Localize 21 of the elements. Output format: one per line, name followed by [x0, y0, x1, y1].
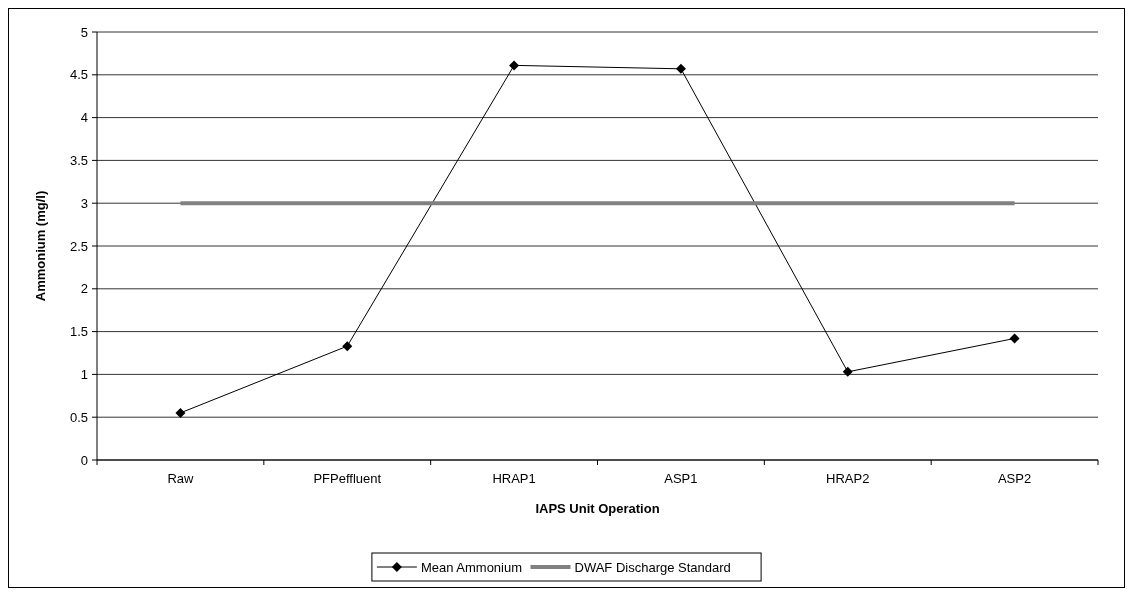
- y-tick-label: 1.5: [69, 324, 88, 340]
- y-tick-label: 3: [80, 195, 88, 211]
- x-tick-label: PFPeffluent: [313, 471, 382, 486]
- x-axis-title: IAPS Unit Operation: [535, 501, 660, 516]
- legend-label: DWAF Discharge Standard: [574, 559, 731, 575]
- y-tick-label: 4: [80, 110, 88, 126]
- legend-label: Mean Ammonium: [420, 559, 523, 575]
- y-tick-label: 0.5: [69, 409, 88, 425]
- y-tick-label: 0: [80, 452, 88, 468]
- y-tick-label: 4.5: [69, 67, 88, 83]
- y-tick-label: 2.5: [69, 238, 88, 254]
- y-tick-label: 3.5: [69, 152, 88, 168]
- x-tick-label: ASP1: [664, 471, 698, 486]
- x-tick-label: HRAP1: [492, 471, 536, 486]
- y-axis-title: Ammonium (mg/l): [33, 190, 48, 302]
- y-tick-label: 2: [80, 281, 88, 297]
- y-tick-label: 1: [80, 366, 88, 382]
- y-tick-label: 5: [80, 24, 88, 40]
- x-tick-label: Raw: [167, 471, 195, 486]
- x-tick-label: ASP2: [997, 471, 1032, 486]
- x-tick-label: HRAP2: [826, 471, 870, 486]
